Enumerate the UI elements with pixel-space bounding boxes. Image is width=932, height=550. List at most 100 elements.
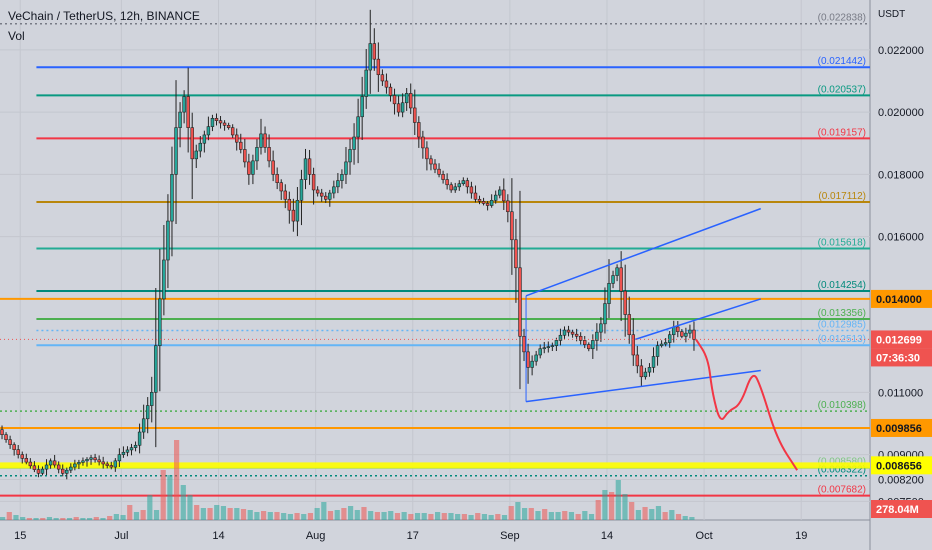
candle-body — [154, 345, 158, 393]
candle-body — [52, 460, 57, 466]
candle-body — [133, 444, 138, 448]
level-label-8: (0.012985) — [818, 320, 866, 331]
candle-body — [8, 439, 12, 445]
candle-body — [267, 147, 271, 162]
candle-body — [667, 334, 672, 343]
volume-bar — [635, 510, 641, 520]
candle-body — [218, 120, 223, 124]
candle-body — [583, 340, 587, 345]
candle-body — [158, 298, 162, 346]
candle-body — [591, 340, 595, 350]
candle-body — [24, 458, 29, 463]
candle-body — [178, 111, 182, 128]
candle-body — [680, 331, 684, 337]
channel-lower-line — [525, 369, 761, 403]
candle-body — [150, 392, 154, 406]
level-label-6: (0.014254) — [818, 280, 866, 291]
candle-body — [344, 161, 348, 175]
volume-badge: 278.04M — [876, 504, 919, 516]
level-upper-badge-box — [871, 289, 932, 308]
candle-body — [97, 459, 101, 463]
last-price-badge: 0.012699 — [876, 334, 922, 346]
volume-bar — [528, 508, 534, 520]
volume-bar — [80, 518, 86, 520]
price-axis[interactable]: 0.022000 0.020000 0.018000 0.016000 0.014000… — [871, 9, 932, 518]
candle-body — [4, 434, 8, 440]
candle-body — [56, 464, 61, 470]
candle-body — [113, 460, 118, 468]
volume-bar — [26, 518, 32, 520]
candle-body — [534, 354, 538, 362]
candle-body — [465, 180, 470, 188]
level-label-4: (0.017112) — [818, 191, 866, 202]
candle-body — [554, 340, 559, 346]
candle-body — [77, 462, 81, 465]
volume-bar — [167, 475, 173, 520]
candle-body — [65, 469, 69, 474]
volume-bar — [515, 502, 521, 520]
level-lower-badge: 0.009856 — [876, 423, 922, 435]
volume-bar — [247, 510, 253, 520]
candle-body — [255, 147, 259, 162]
candle-body — [287, 198, 292, 211]
candle-body — [651, 356, 656, 368]
volume-bar — [20, 517, 26, 520]
candle-body — [522, 335, 526, 353]
candle-body — [235, 134, 239, 143]
candle-body — [16, 449, 20, 455]
candle-body — [194, 150, 198, 160]
candle-body — [129, 447, 134, 451]
candle-body — [627, 314, 631, 336]
candle-body — [477, 198, 482, 202]
candle-body — [506, 200, 510, 213]
candle-body — [396, 103, 401, 113]
candle-body — [174, 127, 178, 175]
candle-body — [368, 43, 372, 71]
volume-bar — [100, 518, 106, 520]
volume-bar — [207, 508, 213, 520]
volume-bar — [669, 510, 675, 520]
candle-body — [380, 74, 385, 82]
candle-body — [336, 180, 340, 188]
level-label-5: (0.015618) — [818, 238, 866, 249]
volume-bar — [488, 515, 494, 520]
time-tick-label: Sep — [500, 530, 520, 542]
trend-drawings[interactable] — [0, 207, 870, 471]
candle-body — [198, 142, 203, 152]
time-axis[interactable]: 15 Jul 14 Aug 17 Sep 14 Oct 19 — [14, 530, 807, 542]
candle-body — [672, 326, 676, 336]
volume-bar — [66, 518, 73, 520]
symbol-title[interactable]: VeChain / TetherUS, 12h, BINANCE — [8, 9, 200, 23]
candle-body — [570, 331, 575, 335]
volume-bar — [267, 512, 273, 520]
volume-bar — [40, 518, 46, 520]
candle-body — [663, 342, 668, 345]
volume-bar — [113, 514, 119, 520]
volume-bar — [522, 508, 528, 520]
time-tick-label: 14 — [601, 530, 613, 542]
volume-bar — [174, 440, 180, 520]
volume-bar — [662, 512, 668, 520]
candle-body — [214, 118, 219, 121]
volume-bar — [274, 512, 280, 520]
candle-body — [101, 461, 105, 465]
volume-bar — [287, 514, 293, 520]
candle-body — [85, 458, 89, 462]
candle-body — [263, 133, 267, 148]
candle-body — [493, 194, 498, 201]
candle-body — [117, 454, 122, 462]
volume-bar — [508, 506, 514, 520]
candles — [0, 9, 696, 480]
volume-bar — [475, 513, 481, 520]
projection-path — [695, 338, 799, 471]
volume-indicator-label[interactable]: Vol — [8, 29, 25, 43]
candle-body — [425, 147, 429, 160]
candle-body — [578, 335, 583, 341]
volume-bar — [93, 517, 99, 520]
candle-body — [607, 283, 611, 304]
candle-body — [186, 96, 190, 128]
candle-body — [562, 329, 567, 336]
candle-body — [40, 468, 45, 474]
